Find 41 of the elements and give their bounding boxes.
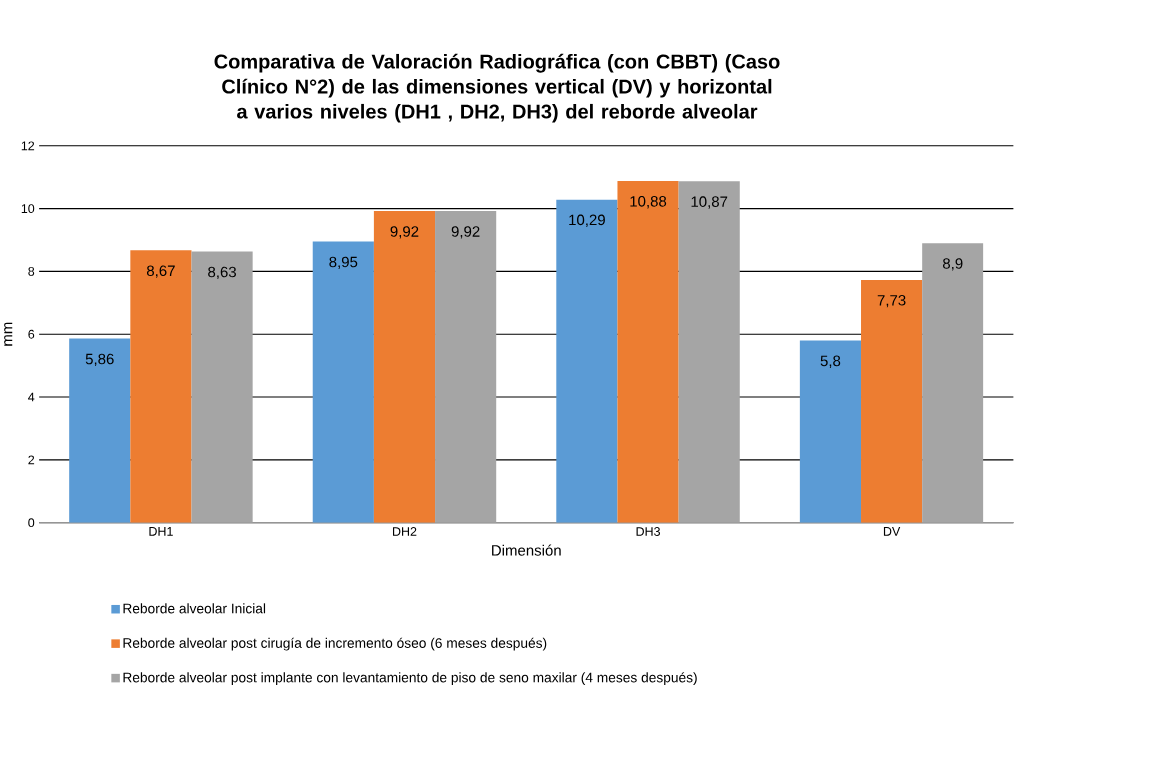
data-label: 9,92 (390, 226, 419, 239)
bar (617, 180, 679, 523)
bar (69, 338, 131, 523)
legend-label: Reborde alveolar Inicial (123, 603, 266, 614)
bar (373, 210, 436, 523)
chart-title: Comparativa de Valoración Radiográfica (con CBBT) (Caso Clínico N°2) de las dimensiones vertical (DV) y horizontal a varios niveles (DH1 , DH2, DH3) del reborde alveolar (214, 53, 780, 123)
x-tick-label: DH3 (636, 526, 660, 536)
y-tick-label: 12 (21, 141, 35, 150)
data-label: 5,86 (85, 353, 114, 366)
data-label: 10,87 (691, 196, 728, 209)
legend-label: Reborde alveolar post cirugía de incremento óseo (6 meses después) (123, 637, 547, 651)
x-axis-title: Dimensión (492, 544, 561, 556)
y-tick-label: 8 (28, 266, 35, 276)
bar (678, 181, 740, 523)
bar (556, 199, 618, 523)
bar (861, 279, 923, 523)
data-label: 7,73 (877, 294, 906, 308)
bar (799, 340, 862, 523)
legend-label: Reborde alveolar post implante con levantamiento de piso de seno maxilar (4 meses después) (123, 671, 697, 685)
data-label: 10,88 (630, 195, 667, 209)
y-tick-label: 4 (28, 392, 35, 402)
data-label: 9,92 (451, 226, 480, 239)
y-axis-title: mm (4, 322, 13, 346)
data-label: 8,67 (146, 265, 175, 278)
y-tick-label: 10 (21, 204, 35, 213)
x-tick-label: DH1 (149, 526, 173, 536)
bar (312, 241, 374, 523)
y-tick-label: 6 (28, 329, 35, 339)
x-tick-label: DV (883, 526, 901, 536)
bar (435, 210, 497, 523)
y-tick-label: 2 (28, 455, 35, 465)
data-label: 5,8 (820, 355, 841, 368)
x-tick-label: DH2 (392, 526, 417, 536)
bar (922, 242, 984, 523)
bar (191, 251, 253, 523)
data-label: 8,95 (329, 256, 358, 269)
data-label: 10,29 (569, 214, 605, 227)
bar (130, 250, 192, 523)
y-tick-label: 0 (28, 518, 35, 527)
data-label: 8,9 (942, 258, 963, 271)
data-label: 8,63 (208, 266, 236, 279)
